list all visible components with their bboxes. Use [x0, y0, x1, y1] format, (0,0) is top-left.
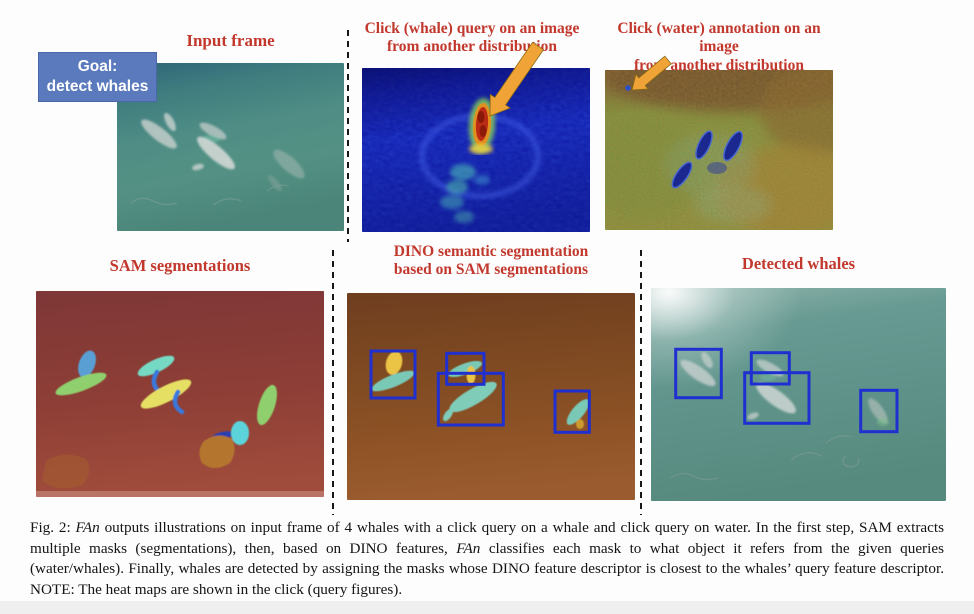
whale-heat-shape [468, 98, 496, 154]
label-whale-query: Click (whale) query on an image from ano… [352, 20, 592, 57]
whale-click-arrow-icon [489, 41, 544, 117]
sam-masks [55, 350, 278, 468]
label-dino-line1: DINO semantic segmentation [393, 243, 589, 260]
click-dot [625, 85, 631, 91]
goal-line1: Goal: [77, 58, 118, 75]
whale-shapes-blue [671, 130, 743, 189]
whale-shapes [680, 351, 889, 426]
label-dino: DINO semantic segmentation based on SAM … [347, 243, 635, 280]
sam-segmentations-image [36, 291, 324, 497]
heat-trail [440, 164, 490, 223]
label-input-frame: Input frame [186, 31, 275, 50]
label-detected: Detected whales [741, 254, 856, 273]
label-whale-query-line1: Click (whale) query on an image [364, 20, 580, 37]
label-water-annotation-line1: Click (water) annotation on an image [617, 20, 821, 56]
detected-whales-image [651, 288, 946, 501]
goal-line2: detect whales [46, 78, 149, 95]
whale-shapes [141, 112, 305, 191]
divider-dashed-top [347, 30, 349, 242]
divider-dashed-bottom-left [332, 250, 334, 515]
divider-dashed-bottom-right [640, 250, 642, 515]
bottom-strip [0, 601, 974, 614]
water-annotation-heatmap-image [605, 70, 833, 230]
label-sam: SAM segmentations [109, 256, 251, 275]
dino-segmentation-image [347, 293, 635, 500]
label-dino-line2: based on SAM segmentations [393, 261, 589, 279]
water-click-arrow-icon [625, 55, 672, 91]
label-whale-query-line2: from another distribution [387, 38, 557, 56]
goal-callout: Goal: detect whales [38, 52, 157, 102]
figure-caption: Fig. 2: FAn outputs illustrations on inp… [30, 519, 944, 598]
classified-masks [371, 351, 590, 429]
bounding-boxes [674, 347, 899, 434]
whale-query-heatmap-image [362, 68, 590, 232]
bounding-boxes [369, 349, 591, 434]
